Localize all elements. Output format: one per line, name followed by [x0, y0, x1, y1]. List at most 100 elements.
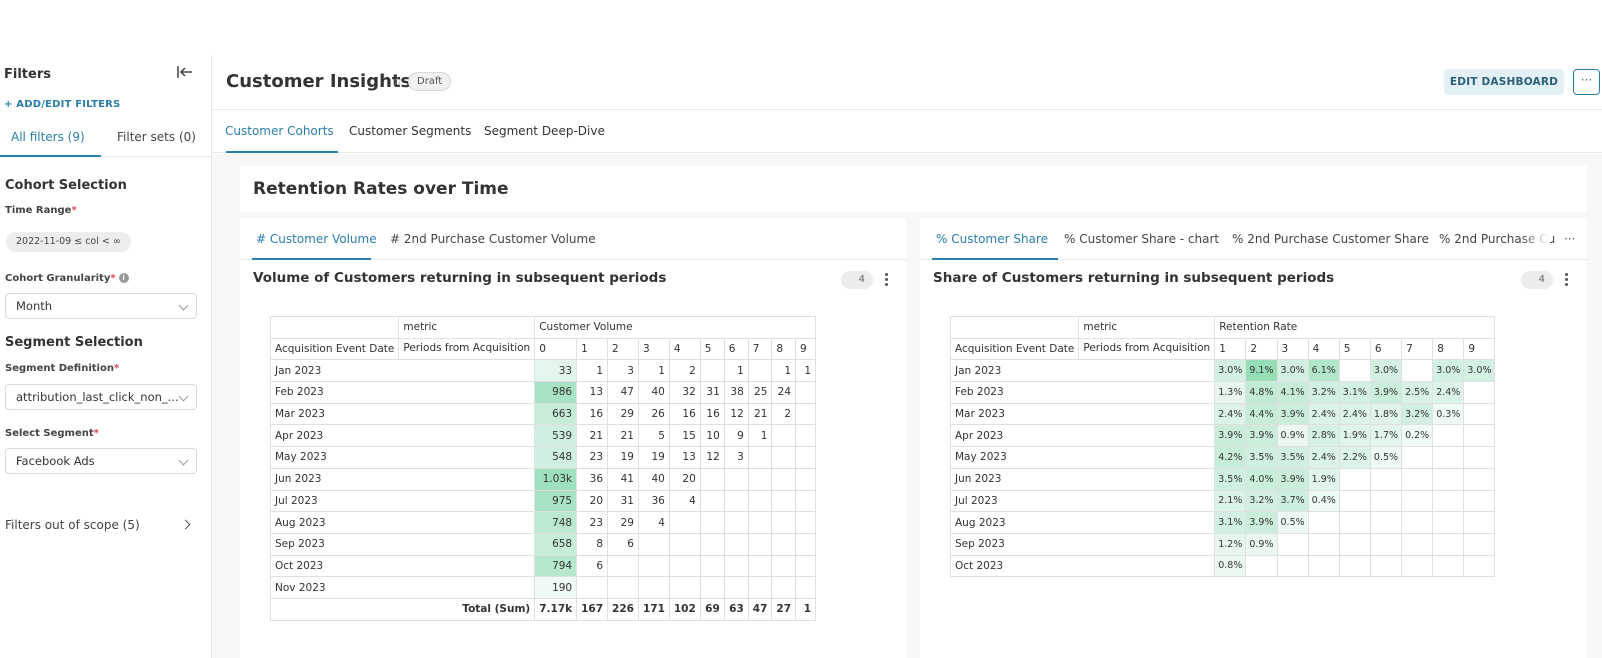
filters-out-of-scope[interactable]: Filters out of scope (5) — [5, 518, 140, 532]
table-cell: 6 — [607, 532, 639, 556]
info-icon[interactable]: i — [118, 273, 129, 283]
table-cell: 0.9% — [1245, 532, 1278, 556]
filter-count-badge[interactable]: 4 — [1521, 271, 1553, 289]
table-cell: 4.0% — [1245, 467, 1278, 491]
table-cell — [1276, 554, 1309, 578]
tab-all-filters[interactable]: All filters (9) — [11, 130, 85, 144]
table-row: Oct 2023 0.8% — [949, 554, 1496, 578]
add-edit-filters-button[interactable]: + ADD/EDIT FILTERS — [4, 99, 121, 110]
collapse-sidebar-icon[interactable] — [176, 64, 196, 80]
granularity-select[interactable]: Month — [5, 293, 197, 319]
table-cell: 0.2% — [1401, 424, 1434, 448]
table-cell: 3.2% — [1245, 489, 1278, 513]
table-cell: 24 — [771, 381, 797, 404]
tab-customer-cohorts[interactable]: Customer Cohorts — [225, 124, 334, 138]
table-cell — [1463, 511, 1496, 534]
table-cell — [1369, 489, 1403, 513]
tab-customer-share-chart[interactable]: % Customer Share - chart — [1064, 232, 1220, 246]
table-cell: 31 — [607, 489, 639, 513]
table-cell: 2.1% — [1214, 489, 1247, 513]
more-options-button[interactable]: ··· — [1573, 69, 1600, 95]
table-cell — [747, 446, 773, 469]
table-cell — [771, 532, 797, 556]
star-icon[interactable]: ☆ — [392, 74, 403, 88]
table-cell: 13 — [576, 381, 609, 404]
table-cell — [576, 576, 609, 599]
row-date: Aug 2023 — [269, 511, 536, 534]
tab-filter-sets[interactable]: Filter sets (0) — [117, 130, 196, 144]
table-cell: 2 — [771, 402, 797, 426]
table-cell: 1 — [576, 359, 609, 383]
table-cell: 2.4% — [1432, 381, 1465, 404]
metric-label: metric — [398, 316, 536, 339]
table-cell — [1432, 532, 1465, 556]
table-cell — [747, 554, 773, 578]
active-tab-indicator — [932, 258, 1058, 260]
table-cell: 1.3% — [1214, 381, 1247, 404]
table-cell: 19 — [637, 446, 670, 469]
tab-segment-deep-dive[interactable]: Segment Deep-Dive — [484, 124, 605, 138]
table-cell: 4.1% — [1276, 381, 1309, 404]
table-cell: 3.9% — [1245, 424, 1278, 448]
table-cell: 3.9% — [1276, 402, 1309, 426]
chevron-right-icon[interactable] — [180, 519, 191, 530]
tab-2nd-purchase-volume[interactable]: # 2nd Purchase Customer Volume — [390, 232, 596, 246]
period-header: 2 — [1245, 337, 1278, 361]
total-cell: 226 — [607, 597, 639, 621]
table-row: Feb 2023 1.3% 4.8% 4.1% 3.2% 3.1% 3.9% 2.5% 2.4% — [949, 381, 1496, 404]
table-cell — [1245, 554, 1278, 578]
tab-customer-segments[interactable]: Customer Segments — [349, 124, 472, 138]
table-row: May 2023 548 23 19 19 13 12 3 — [269, 446, 817, 469]
metric-label: metric — [1078, 316, 1216, 339]
periods-label: Periods from Acquisition — [398, 337, 536, 361]
row-date: Nov 2023 — [269, 576, 536, 599]
period-header: 1 — [576, 337, 609, 361]
table-cell — [668, 576, 701, 599]
table-cell — [607, 554, 639, 578]
filter-count-badge[interactable]: 4 — [841, 271, 873, 289]
select-segment-select[interactable]: Facebook Ads — [5, 448, 197, 474]
table-cell — [668, 511, 701, 534]
table-cell: 16 — [699, 402, 725, 426]
table-cell — [747, 532, 773, 556]
total-cell: 167 — [576, 597, 609, 621]
tab-2nd-purchase-share[interactable]: % 2nd Purchase Customer Share — [1232, 232, 1429, 246]
table-row: Jun 2023 1.03k 36 41 40 20 — [269, 467, 817, 491]
table-cell: 3.9% — [1245, 511, 1278, 534]
table-cell: 36 — [576, 467, 609, 491]
table-cell: 1 — [637, 359, 670, 383]
table-cell: 0.3% — [1432, 402, 1465, 426]
kebab-menu-icon[interactable] — [885, 273, 889, 287]
table-cell — [795, 554, 817, 578]
time-range-chip[interactable]: 2022-11-09 ≤ col < ∞ — [6, 232, 131, 252]
table-cell: 0.8% — [1214, 554, 1247, 578]
tabs-overflow-button[interactable]: ··· — [1560, 232, 1576, 246]
tab-customer-share[interactable]: % Customer Share — [936, 232, 1048, 246]
period-header: 5 — [699, 337, 725, 361]
table-cell — [795, 489, 817, 513]
kebab-menu-icon[interactable] — [1565, 273, 1569, 287]
period-header: 8 — [1432, 337, 1465, 361]
edit-dashboard-button[interactable]: EDIT DASHBOARD — [1444, 69, 1564, 95]
table-cell: 3.1% — [1338, 381, 1371, 404]
total-cell: 47 — [747, 597, 773, 621]
table-cell: 20 — [576, 489, 609, 513]
table-row: Sep 2023 1.2% 0.9% — [949, 532, 1496, 556]
chevron-down-icon — [178, 300, 189, 311]
tab-customer-volume[interactable]: # Customer Volume — [256, 232, 377, 246]
row-date: Apr 2023 — [269, 424, 536, 448]
table-cell — [1401, 489, 1434, 513]
table-cell — [1338, 467, 1371, 491]
row-date: Sep 2023 — [269, 532, 536, 556]
period-header: 3 — [1276, 337, 1309, 361]
table-cell — [1463, 424, 1496, 448]
table-cell: 2.4% — [1307, 446, 1340, 469]
table-cell — [771, 511, 797, 534]
table-cell — [723, 489, 749, 513]
table-cell: 190 — [534, 576, 578, 599]
table-header-row: metric Retention Rate — [949, 316, 1496, 339]
periods-label: Periods from Acquisition — [1078, 337, 1216, 361]
table-cell: 986 — [534, 381, 578, 404]
row-date: Jul 2023 — [949, 489, 1216, 513]
segment-definition-select[interactable]: attribution_last_click_non_... — [5, 384, 197, 410]
